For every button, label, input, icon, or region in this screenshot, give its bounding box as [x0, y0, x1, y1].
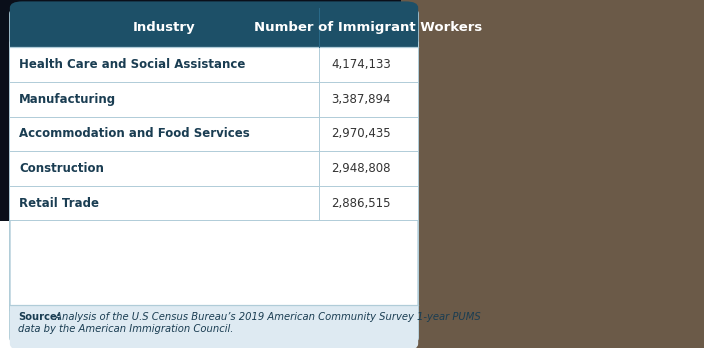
Bar: [10, 47, 418, 82]
Text: 3,387,894: 3,387,894: [332, 93, 391, 106]
Bar: [0, 0, 412, 221]
Text: data by the American Immigration Council.: data by the American Immigration Council…: [18, 324, 234, 334]
Bar: [10, 117, 418, 151]
Text: 2,886,515: 2,886,515: [332, 197, 391, 209]
FancyBboxPatch shape: [10, 8, 418, 344]
Text: 2,948,808: 2,948,808: [332, 162, 391, 175]
FancyBboxPatch shape: [10, 1, 418, 47]
Text: Manufacturing: Manufacturing: [19, 93, 116, 106]
Text: Health Care and Social Assistance: Health Care and Social Assistance: [19, 58, 246, 71]
Text: Retail Trade: Retail Trade: [19, 197, 99, 209]
Text: 4,174,133: 4,174,133: [332, 58, 391, 71]
Bar: [10, 305, 418, 323]
Bar: [10, 82, 418, 117]
Bar: [401, 0, 704, 348]
Bar: [10, 30, 418, 47]
Bar: [10, 151, 418, 186]
Text: 2,970,435: 2,970,435: [332, 127, 391, 140]
Text: Construction: Construction: [19, 162, 104, 175]
Text: Accommodation and Food Services: Accommodation and Food Services: [19, 127, 250, 140]
Bar: [10, 186, 418, 220]
Text: Industry: Industry: [133, 21, 196, 34]
Text: Analysis of the U.S Census Bureau’s 2019 American Community Survey 1-year PUMS: Analysis of the U.S Census Bureau’s 2019…: [52, 312, 481, 322]
FancyBboxPatch shape: [10, 305, 418, 348]
Text: Source:: Source:: [18, 312, 61, 322]
Text: Number of Immigrant Workers: Number of Immigrant Workers: [254, 21, 483, 34]
